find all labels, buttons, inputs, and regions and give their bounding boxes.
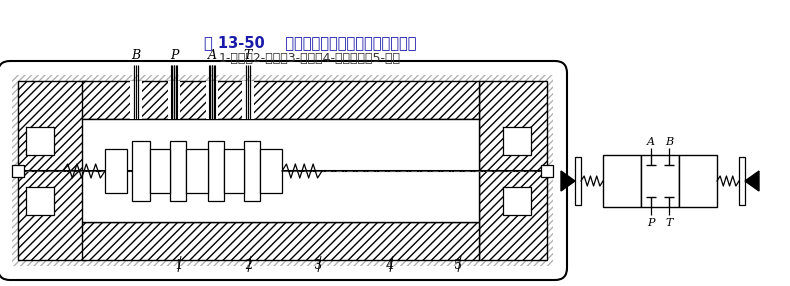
Bar bbox=[132, 141, 150, 201]
FancyBboxPatch shape bbox=[0, 61, 567, 280]
Bar bbox=[739, 157, 745, 205]
Bar bbox=[641, 155, 679, 207]
Text: B: B bbox=[131, 49, 141, 62]
Text: 5: 5 bbox=[454, 259, 462, 272]
Bar bbox=[224, 149, 244, 193]
Text: 1-阀体；2-阀芯；3-弹簧；4-电磁线圈；5-衔铁: 1-阀体；2-阀芯；3-弹簧；4-电磁线圈；5-衔铁 bbox=[219, 51, 401, 65]
Bar bbox=[503, 127, 531, 155]
Bar bbox=[12, 75, 553, 266]
Text: P: P bbox=[170, 49, 179, 62]
Text: A: A bbox=[208, 49, 216, 62]
Bar bbox=[150, 149, 170, 193]
Bar bbox=[541, 165, 553, 177]
Bar bbox=[186, 149, 208, 193]
Bar bbox=[26, 127, 54, 155]
Bar bbox=[18, 81, 86, 260]
Bar bbox=[244, 141, 260, 201]
Text: A: A bbox=[647, 137, 655, 147]
Bar bbox=[26, 187, 54, 215]
Bar bbox=[130, 81, 142, 119]
Text: B: B bbox=[665, 137, 673, 147]
Text: P: P bbox=[647, 218, 655, 228]
Bar bbox=[82, 222, 479, 260]
Text: 1: 1 bbox=[174, 259, 182, 272]
Bar bbox=[170, 141, 186, 201]
Text: T: T bbox=[244, 49, 252, 62]
Text: 图 13-50    三位四通电磁换向阀的结构原理图: 图 13-50 三位四通电磁换向阀的结构原理图 bbox=[204, 35, 416, 51]
Bar bbox=[603, 155, 641, 207]
Bar bbox=[503, 187, 531, 215]
Bar bbox=[105, 149, 127, 193]
Bar bbox=[168, 81, 180, 119]
Text: T: T bbox=[665, 218, 673, 228]
Bar bbox=[82, 119, 479, 222]
Bar bbox=[260, 149, 282, 193]
Bar bbox=[208, 141, 224, 201]
Bar bbox=[242, 81, 254, 119]
Text: 4: 4 bbox=[386, 259, 394, 272]
Bar bbox=[12, 165, 24, 177]
Bar bbox=[679, 155, 717, 207]
Bar bbox=[206, 81, 218, 119]
Text: 2: 2 bbox=[244, 259, 252, 272]
Bar bbox=[82, 81, 479, 119]
Polygon shape bbox=[561, 171, 575, 191]
Polygon shape bbox=[745, 171, 759, 191]
Bar bbox=[479, 81, 547, 260]
Text: 3: 3 bbox=[314, 259, 322, 272]
Bar bbox=[575, 157, 581, 205]
